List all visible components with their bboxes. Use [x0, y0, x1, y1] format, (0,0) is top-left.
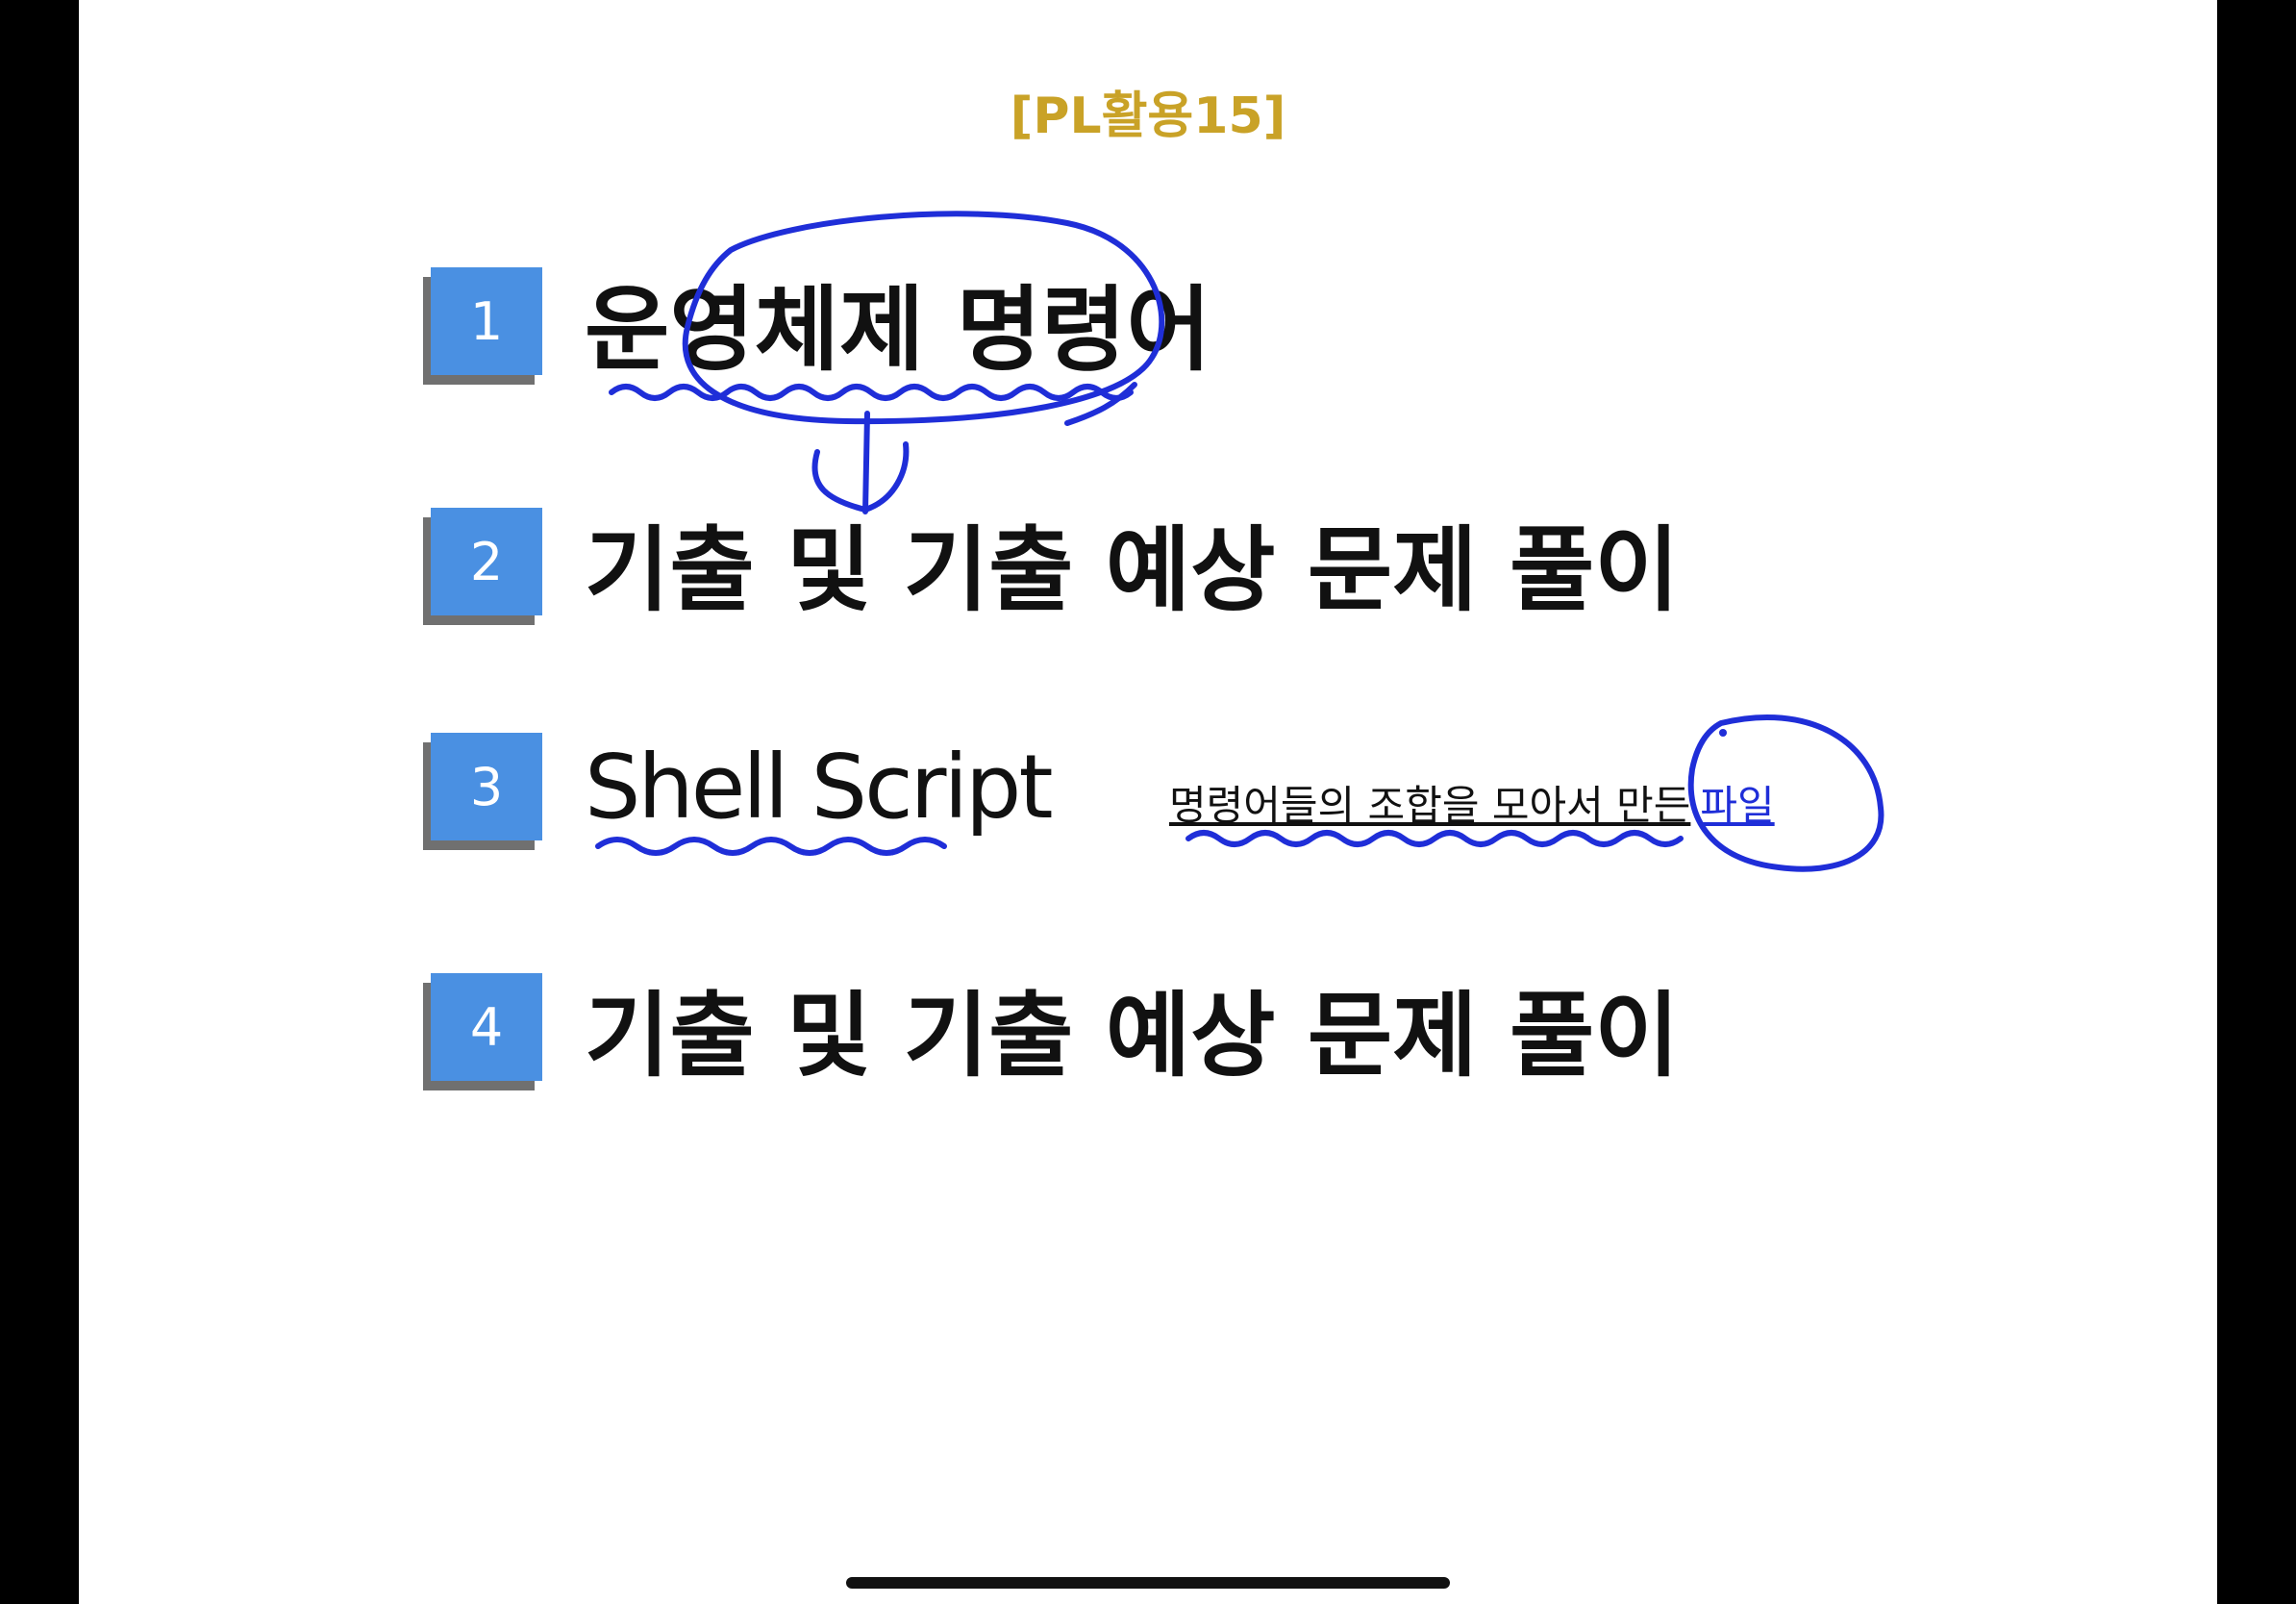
- item-text-2: 기출 및 기출 예상 문제 풀이: [585, 515, 1680, 624]
- number-badge-4: 4: [431, 973, 542, 1081]
- number-badge-2: 2: [431, 508, 542, 615]
- note-text: 명령어들의 조합을 모아서 만든: [1169, 782, 1691, 829]
- item-text-4: 기출 및 기출 예상 문제 풀이: [585, 981, 1680, 1090]
- note-link-file[interactable]: 파일: [1700, 782, 1775, 829]
- number-badge-1: 1: [431, 267, 542, 375]
- home-indicator[interactable]: [846, 1577, 1450, 1589]
- shell-script-note: 명령어들의 조합을 모아서 만든 파일: [1169, 773, 1775, 832]
- item-text-3: Shell Script: [585, 735, 1054, 839]
- number-badge-3: 3: [431, 733, 542, 840]
- slide-canvas: [PL활용15] 1 운영체제 명령어 2 기출 및 기출 예상 문제 풀이 3…: [79, 0, 2217, 1604]
- slide-header: [PL활용15]: [1010, 88, 1286, 145]
- item-text-1: 운영체제 명령어: [585, 275, 1211, 384]
